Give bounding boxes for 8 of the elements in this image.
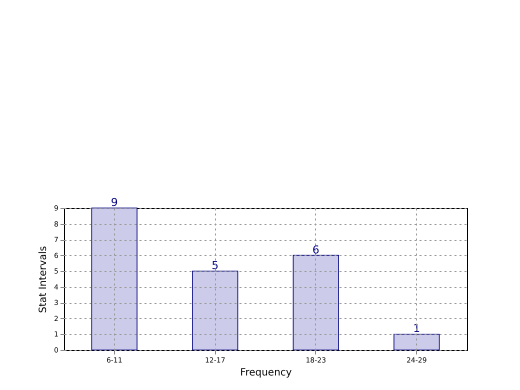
bar (91, 208, 138, 350)
x-axis-title: Frequency (240, 368, 292, 378)
data-label: 6 (312, 243, 320, 256)
y-axis-title: Stat Intervals (38, 246, 50, 314)
bar (394, 334, 440, 350)
bar (292, 254, 339, 350)
bar (192, 270, 238, 350)
data-label: 9 (110, 196, 118, 209)
